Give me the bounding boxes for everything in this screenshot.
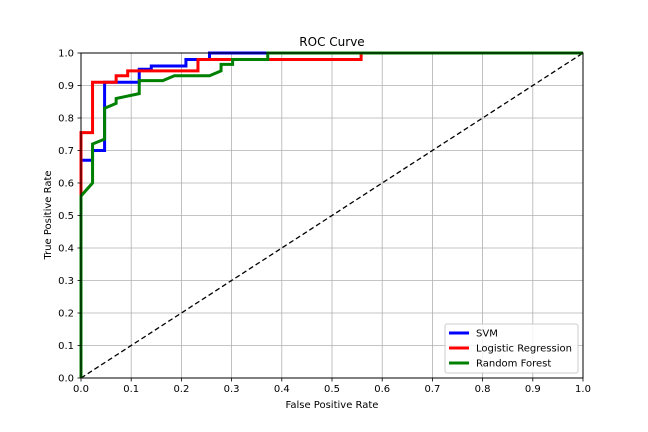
legend-label-logistic-regression: Logistic Regression <box>476 344 572 355</box>
legend-box <box>444 323 579 374</box>
x-tick-label: 0.4 <box>274 384 290 395</box>
x-tick-label: 0.7 <box>424 384 440 395</box>
y-tick-label: 0.9 <box>58 81 74 92</box>
y-tick-label: 0.7 <box>58 146 74 157</box>
y-axis-ticks: 0.0 0.1 0.2 0.3 0.4 0.5 0.6 0.7 0.8 0.9 1.0 <box>58 49 81 385</box>
y-tick-label: 0.0 <box>58 374 74 385</box>
legend: SVM Logistic Regression Random Forest <box>444 323 579 374</box>
y-axis-label: True Positive Rate <box>43 170 54 260</box>
y-tick-label: 0.5 <box>58 211 74 222</box>
y-tick-label: 0.4 <box>58 244 74 255</box>
series-line-logistic-regression <box>79 51 583 378</box>
x-tick-label: 0.5 <box>324 384 340 395</box>
x-tick-label: 0.3 <box>224 384 240 395</box>
x-tick-label: 0.1 <box>123 384 139 395</box>
series-layer <box>79 51 583 378</box>
y-tick-label: 0.8 <box>58 114 74 125</box>
x-tick-label: 0.2 <box>173 384 189 395</box>
x-tick-label: 0.6 <box>374 384 390 395</box>
legend-label-svm: SVM <box>476 329 498 340</box>
y-tick-label: 0.1 <box>58 341 74 352</box>
series-line-random-forest <box>79 51 583 378</box>
x-tick-label: 0.9 <box>525 384 541 395</box>
chart-title: ROC Curve <box>299 35 364 49</box>
x-tick-label: 0.8 <box>475 384 491 395</box>
y-tick-label: 0.3 <box>58 276 74 287</box>
y-tick-label: 1.0 <box>58 49 74 60</box>
y-tick-label: 0.6 <box>58 179 74 190</box>
legend-label-random-forest: Random Forest <box>476 359 551 370</box>
reference-line-layer <box>80 52 584 379</box>
reference-diagonal-line <box>80 52 584 379</box>
x-axis-ticks: 0.0 0.1 0.2 0.3 0.4 0.5 0.6 0.7 0.8 0.9 1.0 <box>73 378 591 395</box>
x-tick-label: 0.0 <box>73 384 89 395</box>
x-axis-label: False Positive Rate <box>286 400 379 411</box>
y-tick-label: 0.2 <box>58 309 74 320</box>
x-tick-label: 1.0 <box>575 384 591 395</box>
series-line-svm <box>79 51 583 378</box>
